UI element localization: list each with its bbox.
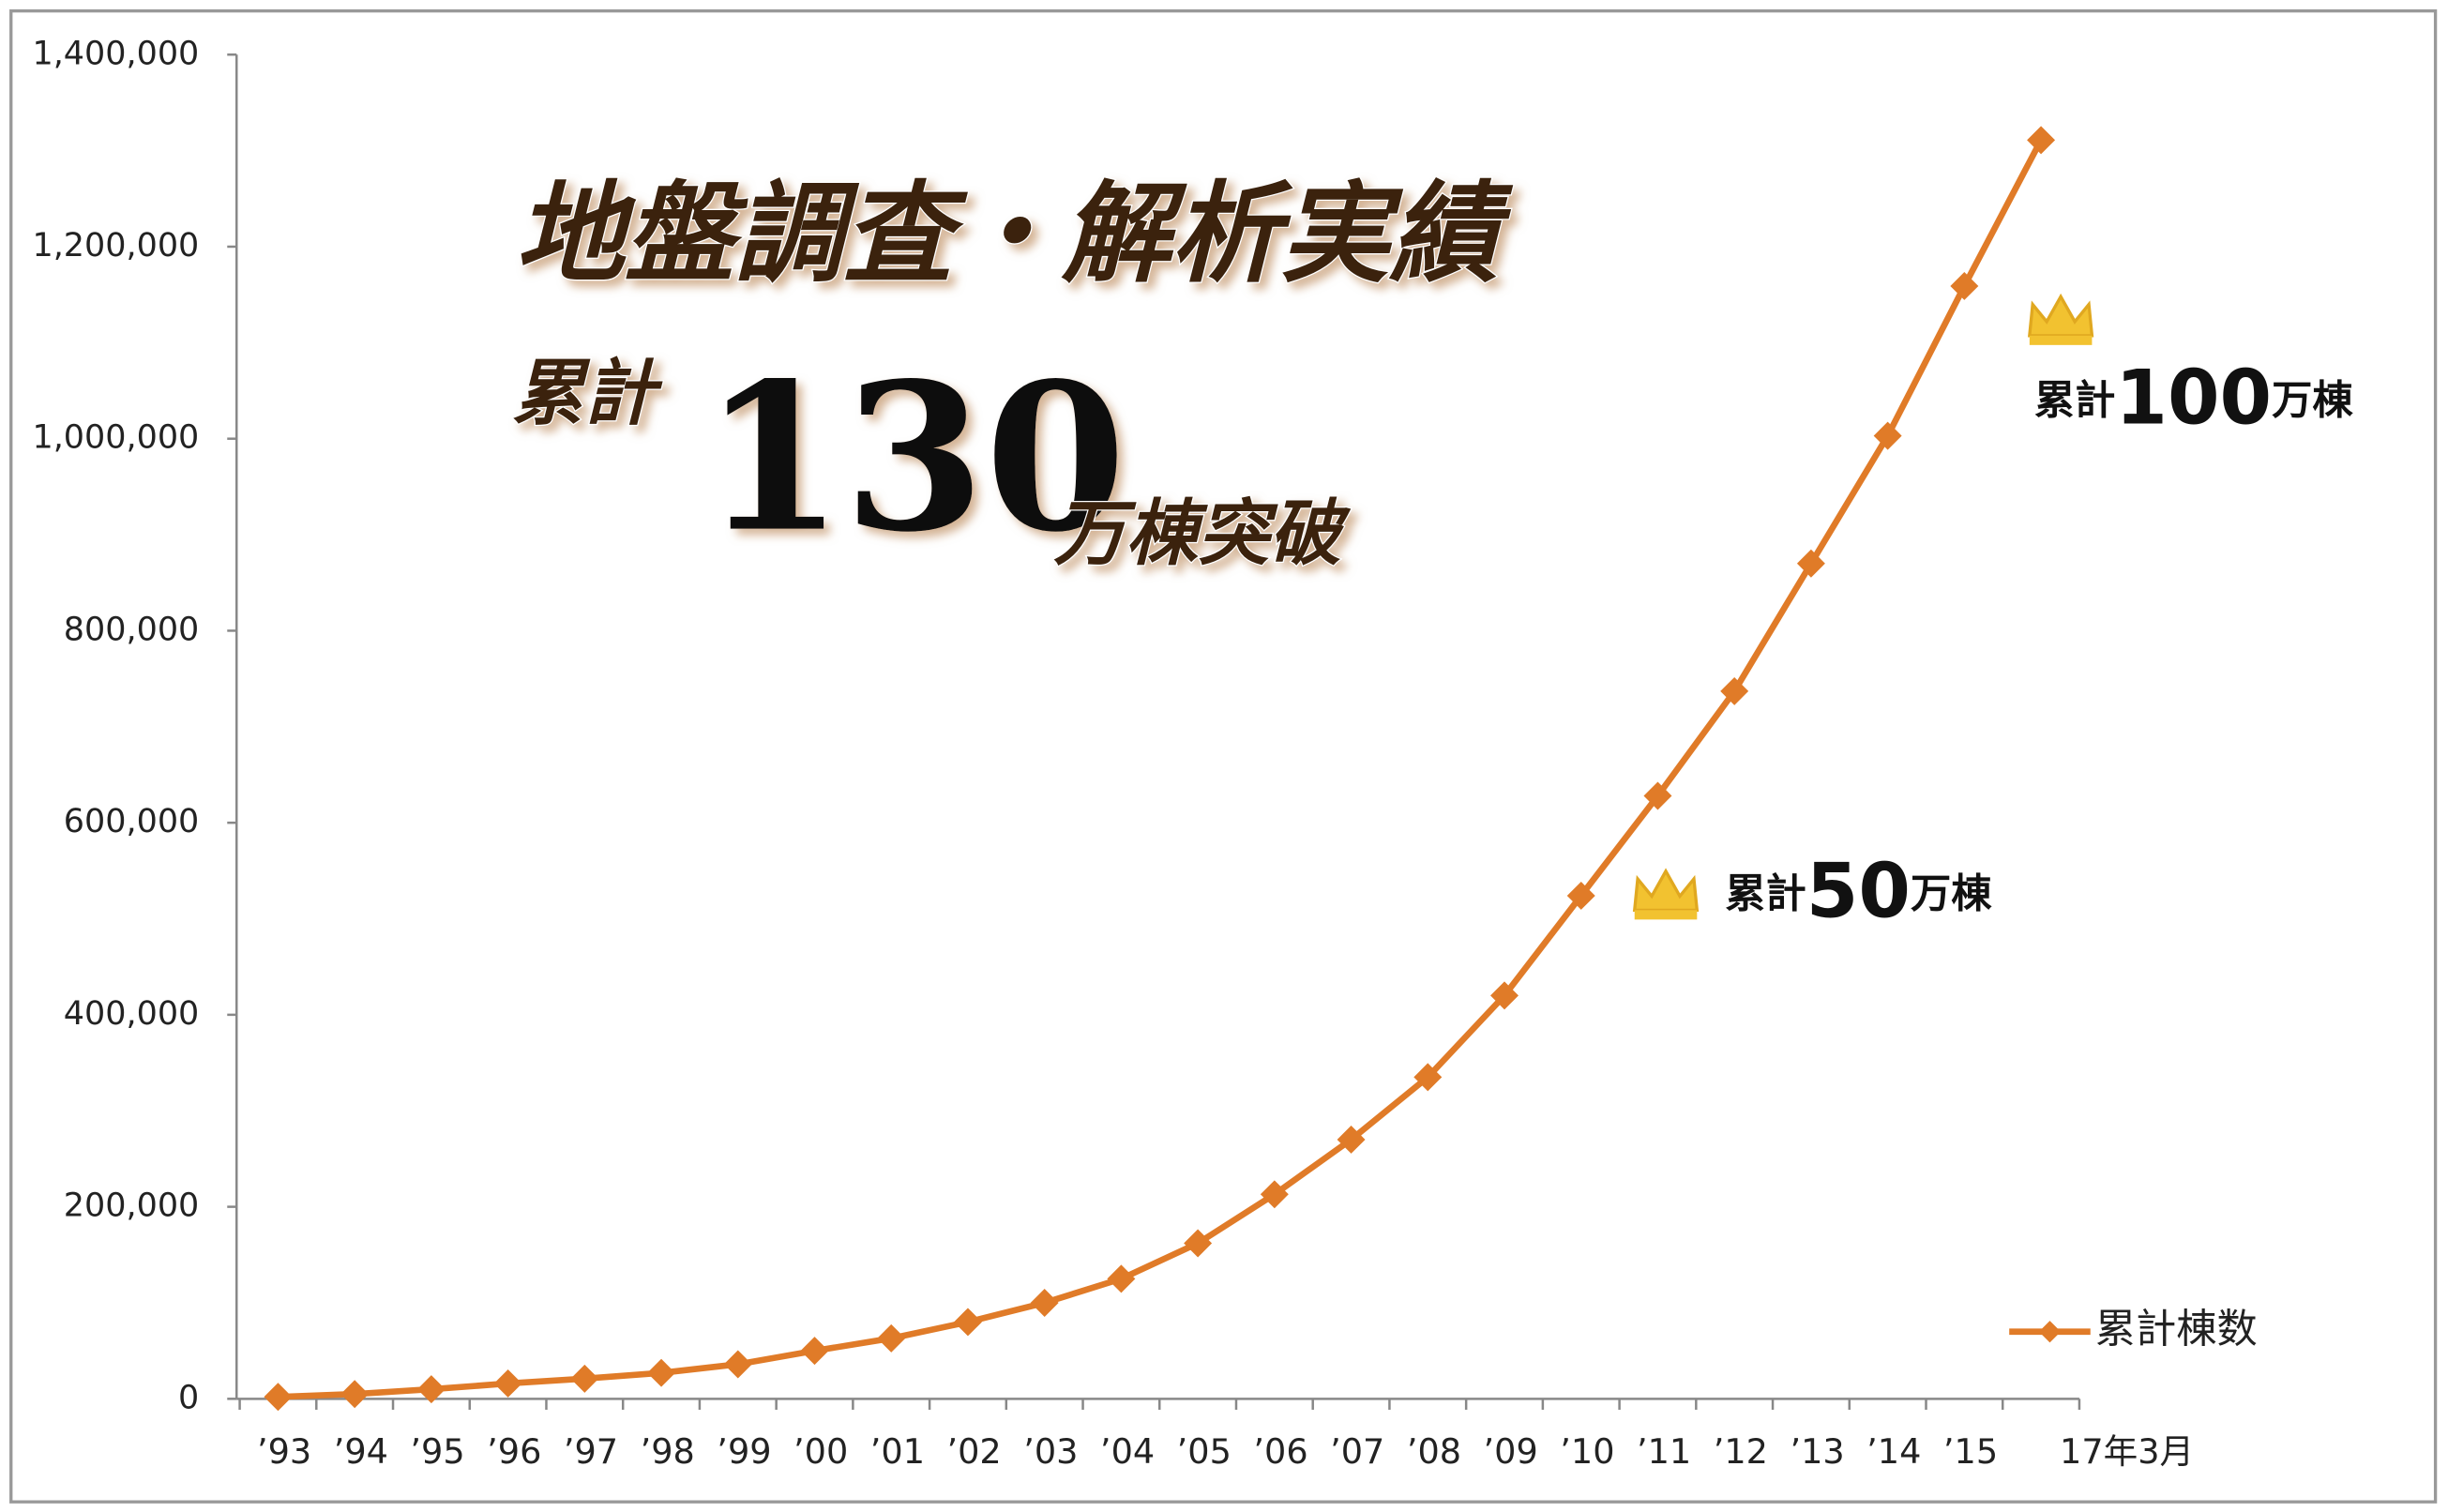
chart-frame [9, 8, 2438, 1504]
x-tick-label: ’02 [946, 1431, 1001, 1472]
legend-label: 累計棟数 [2095, 1306, 2258, 1353]
x-tick-label: ’98 [641, 1431, 695, 1472]
y-tick-label: 600,000 [64, 803, 199, 840]
x-tick-label: ’99 [717, 1431, 771, 1472]
x-tick-label: ’06 [1253, 1431, 1307, 1472]
data-point [1030, 1288, 1059, 1317]
annotation-prefix: 累計 [2034, 377, 2116, 424]
crown-icon [1632, 868, 1700, 913]
data-point [647, 1358, 676, 1387]
x-tick-label: ’93 [257, 1431, 311, 1472]
crown [1632, 868, 1700, 920]
crown-icon [2028, 293, 2094, 338]
subtitle-number: 130 [703, 340, 1126, 578]
annotation-prefix: 累計 [1725, 870, 1806, 917]
x-tick-label: ’15 [1943, 1431, 1998, 1472]
y-tick-label: 1,200,000 [32, 227, 199, 265]
x-tick-label: ’94 [334, 1431, 388, 1472]
crown-base [1634, 910, 1698, 920]
y-tick-label: 1,000,000 [32, 419, 199, 457]
x-tick-label: ’95 [410, 1431, 464, 1472]
x-tick-label: ’07 [1330, 1431, 1384, 1472]
x-tick-label: ’00 [793, 1431, 848, 1472]
crown-base [2029, 335, 2093, 345]
data-point [1720, 676, 1749, 705]
x-tick-label: ’01 [870, 1431, 925, 1472]
data-point [953, 1308, 982, 1337]
headline: 地盤調査・解析実績 累計 130 万棟突破 [511, 170, 1515, 578]
x-tick-label: ’08 [1407, 1431, 1461, 1472]
chart-title: 地盤調査・解析実績 [515, 172, 1513, 298]
x-tick-label: ’11 [1637, 1431, 1691, 1472]
x-tick-label: 17年3月 [2060, 1431, 2194, 1472]
y-tick-label: 0 [178, 1379, 199, 1416]
y-tick-label: 400,000 [64, 995, 199, 1033]
subtitle-prefix: 累計 [512, 352, 664, 435]
x-tick-label: ’97 [564, 1431, 618, 1472]
data-point [1873, 421, 1902, 450]
y-tick-label: 200,000 [64, 1187, 199, 1225]
annotation: 累計50万棟 [1725, 847, 1992, 934]
x-tick-label: ’12 [1714, 1431, 1768, 1472]
y-tick-label: 800,000 [64, 611, 199, 648]
data-point [723, 1350, 752, 1379]
data-point [1337, 1125, 1366, 1154]
annotation-suffix: 万棟 [1911, 870, 1992, 917]
data-point [1950, 271, 1979, 300]
data-point [1643, 781, 1672, 810]
crown [2028, 293, 2094, 345]
annotation-number: 50 [1806, 847, 1911, 934]
y-tick-label: 1,400,000 [32, 35, 199, 72]
annotation-number: 100 [2115, 354, 2272, 441]
x-tick-label: ’13 [1790, 1431, 1844, 1472]
x-tick-label: ’10 [1560, 1431, 1614, 1472]
x-tick-label: ’04 [1100, 1431, 1155, 1472]
x-tick-label: ’14 [1866, 1431, 1921, 1472]
subtitle-suffix: 万棟突破 [1054, 492, 1352, 576]
data-point [800, 1337, 829, 1366]
x-tick-label: ’09 [1484, 1431, 1538, 1472]
x-tick-label: ’96 [487, 1431, 541, 1472]
annotation-suffix: 万棟 [2272, 377, 2353, 424]
x-tick-label: ’03 [1023, 1431, 1078, 1472]
x-tick-label: ’05 [1177, 1431, 1232, 1472]
data-point [264, 1383, 293, 1412]
data-point [1107, 1264, 1136, 1293]
annotation: 累計100万棟 [2034, 354, 2354, 441]
data-point [1796, 549, 1825, 578]
